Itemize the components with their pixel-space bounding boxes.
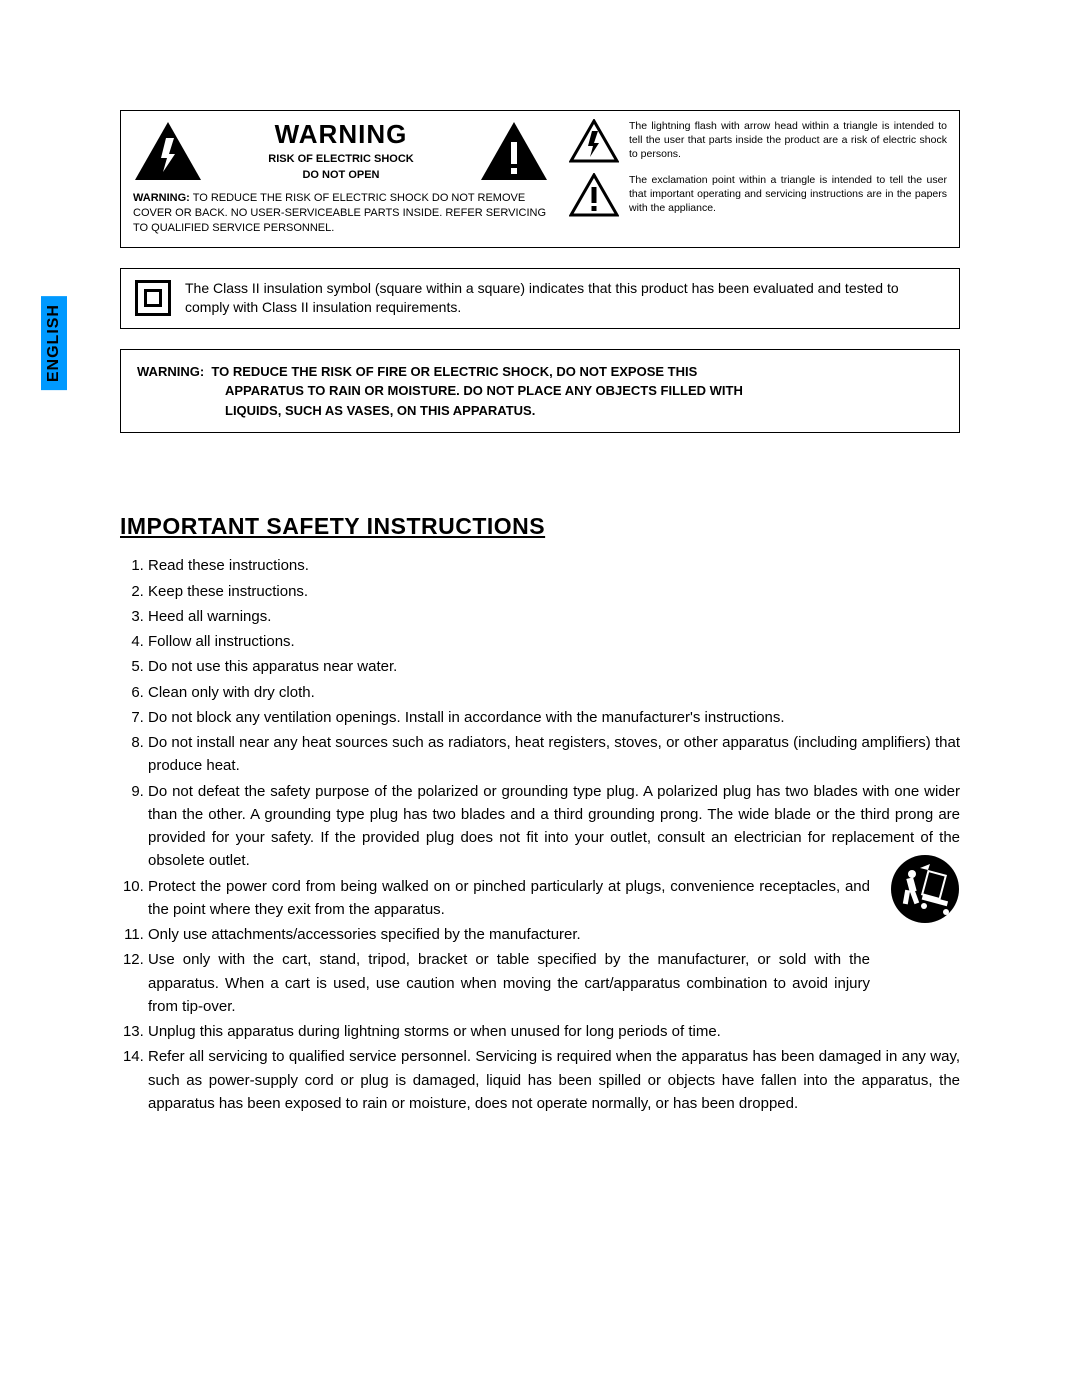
warning-body: WARNING: TO REDUCE THE RISK OF ELECTRIC …: [133, 191, 549, 237]
instruction-item: Do not install near any heat sources suc…: [148, 731, 960, 778]
instruction-item: Keep these instructions.: [148, 580, 960, 603]
lightning-explanation: The lightning flash with arrow head with…: [629, 119, 947, 163]
instructions-list: Read these instructions. Keep these instr…: [120, 554, 960, 1115]
instruction-item: Only use attachments/accessories specifi…: [148, 923, 960, 946]
instruction-item: Read these instructions.: [148, 554, 960, 577]
instruction-item: Protect the power cord from being walked…: [148, 875, 960, 922]
section-title: IMPORTANT SAFETY INSTRUCTIONS: [120, 513, 960, 540]
moisture-line2: APPARATUS TO RAIN OR MOISTURE. DO NOT PL…: [225, 383, 743, 398]
moisture-warning-box: WARNING: TO REDUCE THE RISK OF FIRE OR E…: [120, 349, 960, 434]
instruction-item: Do not block any ventilation openings. I…: [148, 706, 960, 729]
moisture-line3: LIQUIDS, SUCH AS VASES, ON THIS APPARATU…: [225, 403, 535, 418]
lightning-triangle-icon: [133, 120, 203, 182]
instruction-item: Use only with the cart, stand, tripod, b…: [148, 948, 960, 1018]
class2-box: The Class II insulation symbol (square w…: [120, 268, 960, 329]
warning-subtitle-1: RISK OF ELECTRIC SHOCK: [213, 152, 469, 166]
warning-body-text: TO REDUCE THE RISK OF ELECTRIC SHOCK DO …: [133, 192, 546, 235]
language-tab: ENGLISH: [41, 296, 67, 390]
instructions-container: Read these instructions. Keep these instr…: [120, 554, 960, 1115]
cart-tipover-icon: [890, 854, 960, 924]
lightning-triangle-small-icon: [569, 119, 619, 163]
page-content: WARNING RISK OF ELECTRIC SHOCK DO NOT OP…: [120, 110, 960, 1117]
warning-title: WARNING: [213, 119, 469, 150]
class2-icon: [135, 280, 171, 316]
instruction-item: Do not use this apparatus near water.: [148, 655, 960, 678]
warning-left-panel: WARNING RISK OF ELECTRIC SHOCK DO NOT OP…: [121, 111, 561, 247]
exclamation-explanation: The exclamation point within a triangle …: [629, 173, 947, 217]
exclamation-triangle-icon: [479, 120, 549, 182]
instruction-item: Unplug this apparatus during lightning s…: [148, 1020, 960, 1043]
moisture-line1: TO REDUCE THE RISK OF FIRE OR ELECTRIC S…: [211, 364, 697, 379]
moisture-label: WARNING:: [137, 364, 204, 379]
warning-box: WARNING RISK OF ELECTRIC SHOCK DO NOT OP…: [120, 110, 960, 248]
instruction-item: Do not defeat the safety purpose of the …: [148, 780, 960, 873]
warning-right-panel: The lightning flash with arrow head with…: [561, 111, 959, 247]
instruction-item: Heed all warnings.: [148, 605, 960, 628]
instruction-item: Follow all instructions.: [148, 630, 960, 653]
warning-body-label: WARNING:: [133, 192, 190, 204]
moisture-warning-text: WARNING: TO REDUCE THE RISK OF FIRE OR E…: [137, 362, 943, 421]
warning-subtitle-2: DO NOT OPEN: [213, 168, 469, 182]
class2-text: The Class II insulation symbol (square w…: [185, 279, 945, 318]
instruction-item: Clean only with dry cloth.: [148, 681, 960, 704]
instruction-item: Refer all servicing to qualified service…: [148, 1045, 960, 1115]
exclamation-triangle-small-icon: [569, 173, 619, 217]
